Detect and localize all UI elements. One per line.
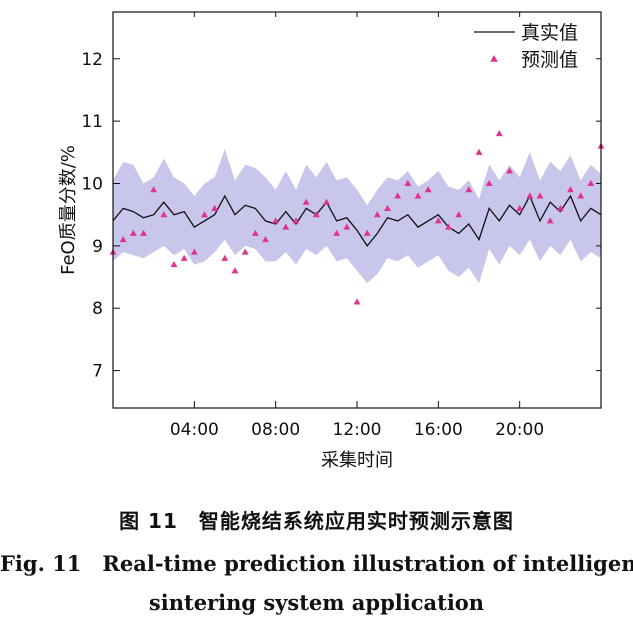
prediction-marker bbox=[353, 298, 361, 305]
prediction-marker bbox=[536, 192, 544, 199]
y-tick-label: 10 bbox=[81, 174, 103, 194]
figure-caption-cn: 图 11 智能烧结系统应用实时预测示意图 bbox=[119, 509, 514, 533]
prediction-marker bbox=[414, 192, 422, 199]
band-area bbox=[113, 149, 601, 284]
prediction-marker bbox=[363, 229, 371, 236]
prediction-marker bbox=[272, 217, 280, 224]
prediction-marker bbox=[394, 192, 402, 199]
prediction-marker bbox=[190, 248, 198, 255]
prediction-marker bbox=[129, 229, 137, 236]
true-value-line-layer bbox=[112, 194, 602, 248]
prediction-marker bbox=[475, 148, 483, 155]
prediction-marker bbox=[587, 179, 595, 187]
prediction-marker bbox=[445, 223, 452, 230]
prediction-marker bbox=[251, 229, 259, 236]
y-axis-ticks: 7 8 9 10 11 12 bbox=[81, 50, 601, 382]
prediction-marker bbox=[221, 254, 229, 261]
prediction-marker bbox=[211, 204, 219, 211]
legend-label-true: 真实值 bbox=[521, 22, 578, 44]
prediction-marker bbox=[140, 229, 147, 236]
prediction-marker bbox=[170, 260, 178, 268]
prediction-marker bbox=[282, 223, 290, 230]
y-tick-label: 9 bbox=[92, 237, 103, 257]
prediction-marker bbox=[241, 248, 249, 255]
prediction-marker bbox=[577, 192, 585, 199]
y-tick-label: 7 bbox=[92, 362, 103, 382]
legend-triangle-icon bbox=[490, 55, 498, 62]
prediction-marker bbox=[404, 179, 412, 187]
prediction-marker bbox=[150, 186, 158, 193]
prediction-marker bbox=[302, 198, 310, 205]
x-tick-label: 04:00 bbox=[170, 420, 219, 440]
legend-label-pred: 预测值 bbox=[521, 49, 578, 71]
x-tick-label: 16:00 bbox=[414, 420, 463, 440]
prediction-marker bbox=[455, 211, 463, 218]
chart: 7 8 9 10 11 12 04:00 08:00 12:00 16:00 20:00 FeO质… bbox=[58, 11, 605, 471]
prediction-markers bbox=[109, 130, 605, 305]
y-tick-label: 12 bbox=[81, 50, 103, 70]
prediction-marker bbox=[180, 254, 188, 261]
prediction-marker bbox=[434, 217, 442, 224]
prediction-marker bbox=[384, 204, 391, 211]
x-tick-label: 12:00 bbox=[333, 420, 382, 440]
prediction-marker bbox=[373, 211, 381, 218]
y-tick-label: 8 bbox=[92, 299, 103, 319]
prediction-marker bbox=[201, 211, 208, 218]
x-tick-label: 08:00 bbox=[251, 420, 300, 440]
prediction-marker bbox=[556, 204, 564, 211]
prediction-marker bbox=[119, 236, 127, 243]
prediction-marker bbox=[526, 192, 534, 199]
prediction-marker bbox=[465, 186, 473, 193]
prediction-marker bbox=[506, 167, 513, 174]
prediction-marker bbox=[231, 267, 239, 274]
true-value-line bbox=[112, 194, 602, 248]
x-axis-title: 采集时间 bbox=[321, 450, 393, 471]
prediction-marker bbox=[546, 217, 554, 224]
y-tick-label: 11 bbox=[81, 112, 103, 132]
confidence-band bbox=[113, 149, 601, 284]
prediction-marker bbox=[262, 236, 269, 243]
figure-caption-en-line1: Fig. 11 Real-time prediction illustratio… bbox=[0, 551, 633, 576]
prediction-marker bbox=[485, 179, 493, 187]
legend: 真实值 预测值 bbox=[474, 22, 578, 71]
figure-caption-en-line2: sintering system application bbox=[148, 590, 485, 615]
prediction-marker bbox=[333, 229, 341, 236]
x-axis-ticks: 04:00 08:00 12:00 16:00 20:00 bbox=[170, 12, 544, 440]
y-axis-title: FeO质量分数/% bbox=[58, 145, 79, 275]
prediction-marker bbox=[516, 204, 524, 211]
prediction-marker bbox=[424, 186, 432, 193]
prediction-marker bbox=[292, 217, 300, 224]
prediction-marker bbox=[495, 130, 503, 137]
prediction-marker bbox=[312, 211, 320, 218]
prediction-marker bbox=[567, 186, 574, 193]
prediction-marker bbox=[343, 223, 351, 230]
x-tick-label: 20:00 bbox=[495, 420, 544, 440]
prediction-marker bbox=[160, 211, 168, 218]
prediction-marker bbox=[323, 198, 330, 205]
